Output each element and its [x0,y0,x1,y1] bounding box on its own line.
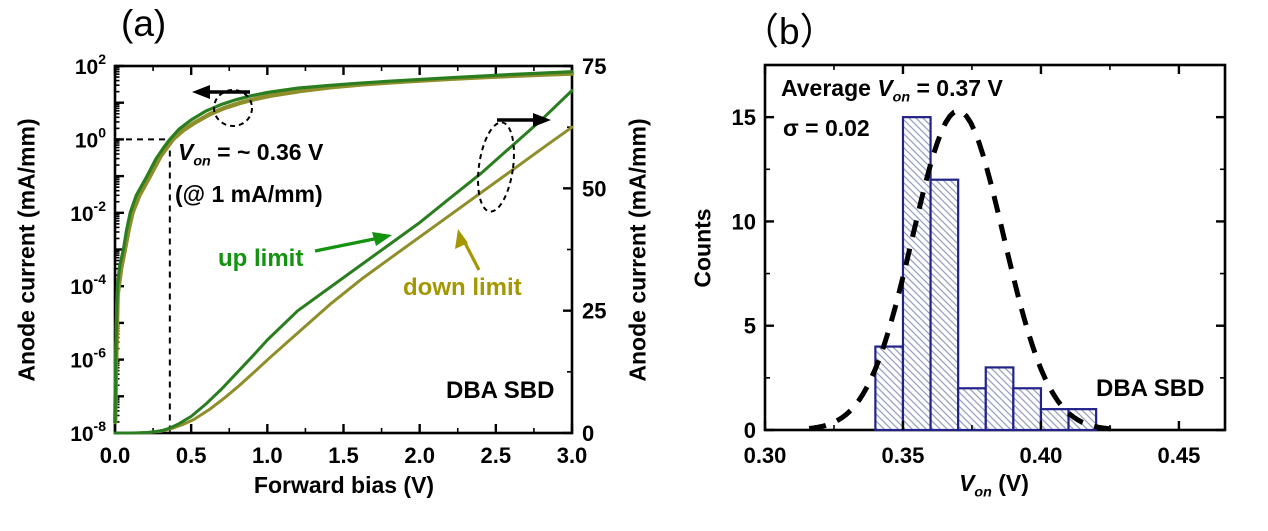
panel-b-device-label: DBA SBD [1096,375,1205,402]
left-y-tick-label: 100 [75,124,106,152]
right-y-tick-label: 25 [582,299,606,324]
x-tick-label: 0.30 [744,443,787,468]
panel-b-label: （b） [742,11,837,52]
linear-curve-indicator [477,113,551,213]
y-tick-label: 0 [744,418,756,443]
panel-a-x-axis-title: Forward bias (V) [253,472,435,498]
panel-a-plot: 0.0 0.5 1.0 1.5 2.0 2.5 3.0 102 100 10-2 10-4 10-6 1… [70,51,606,468]
up-limit-legend: up limit [218,245,304,272]
left-y-tick-label: 10-2 [70,198,106,226]
von-annotation-line2: (@ 1 mA/mm) [175,181,323,207]
log-curve-indicator [192,85,253,127]
histogram-bar [1039,408,1070,432]
panel-a-label: (a) [121,3,167,44]
dashed-circle [213,89,253,127]
panel-a-left-axis-title: Anode current (mA/mm) [13,118,40,382]
x-tick-label: 0.5 [176,443,207,468]
average-von-annotation: Average Von = 0.37 V [781,75,1003,106]
panel-b-x-axis-title: Von (V) [959,470,1029,501]
y-tick-label: 5 [744,314,756,339]
up-limit-linear-curve [113,89,574,435]
y-tick-label: 10 [732,209,756,234]
histogram-bar [929,178,960,432]
x-tick-label: 3.0 [557,443,588,468]
right-y-tick-label: 0 [582,421,594,446]
left-y-tick-label: 102 [75,51,106,79]
left-y-tick-label: 10-4 [70,271,106,299]
x-tick-label: 2.5 [481,443,512,468]
von-symbol: V [959,470,975,496]
left-axis-arrow [192,85,250,99]
x-tick-label: 0.45 [1158,443,1201,468]
left-y-tick-label: 10-6 [70,345,106,373]
sigma-annotation: σ = 0.02 [783,115,870,141]
x-tick-label: 0.40 [1020,443,1063,468]
left-y-tick-label: 10-8 [70,418,106,446]
right-y-tick-label: 75 [582,54,606,79]
up-limit-log-curve [113,70,574,424]
up-limit-arrow [314,232,392,253]
panel-a-right-axis-title: Anode current (mA/mm) [624,118,651,382]
x-tick-label: 0.0 [100,443,131,468]
von-symbol: V [178,139,194,165]
panel-b-y-axis-title: Counts [689,208,716,288]
x-tick-label: 2.0 [404,443,435,468]
down-limit-arrow [455,229,481,271]
right-axis-arrow [497,113,551,127]
y-tick-label: 15 [732,105,756,130]
right-y-tick-label: 50 [582,176,606,201]
down-limit-legend: down limit [403,274,522,301]
x-tick-label: 1.5 [328,443,359,468]
histogram-bar [874,345,905,432]
histogram-bar [901,116,932,432]
histogram-bar [984,366,1015,432]
dashed-ellipse [477,121,515,213]
histogram-bar [957,387,987,432]
gaussian-fit-curve [808,108,1116,432]
histogram-bar [1012,387,1043,432]
x-tick-label: 1.0 [252,443,283,468]
von-annotation-line1: Von = ~ 0.36 V [178,139,324,170]
panel-b-plot: 0.30 0.35 0.40 0.45 15 10 5 0 [732,63,1227,468]
x-tick-label: 0.35 [882,443,925,468]
panel-a-device-label: DBA SBD [446,377,555,404]
